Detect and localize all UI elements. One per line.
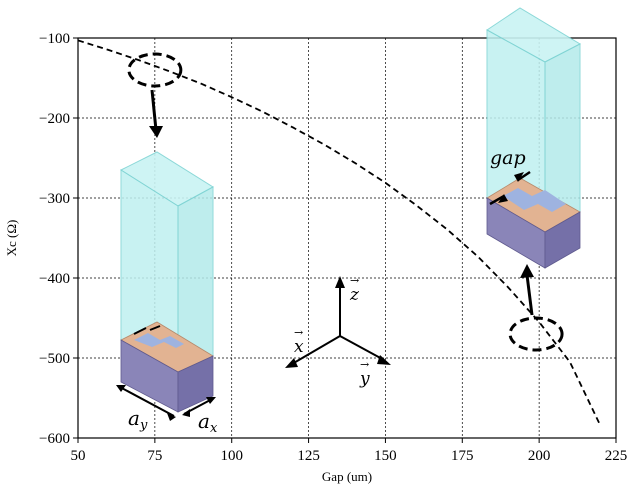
plot-frame bbox=[77, 37, 617, 439]
z-axis-arrowhead bbox=[335, 276, 345, 288]
pointer-arrow-1 bbox=[150, 89, 158, 131]
ax-arrowhead-a bbox=[182, 409, 190, 417]
y-tick-label: −300 bbox=[39, 191, 70, 207]
z-vector-arrow: → bbox=[350, 274, 359, 287]
unit-cell-large-gap bbox=[486, 7, 582, 269]
x-tick-label: 225 bbox=[605, 448, 628, 464]
x-tick-label: 150 bbox=[374, 448, 397, 464]
gap-label: gap bbox=[490, 147, 526, 169]
pointer-arrowhead-1 bbox=[149, 126, 163, 138]
pointer-arrowhead-2 bbox=[520, 264, 534, 278]
ay-arrowhead-a bbox=[116, 385, 126, 392]
axis-ticks: 50 75 100 125 150 175 200 225 −100 −200 −300 −400 −5… bbox=[39, 31, 627, 464]
ay-label: ay bbox=[128, 406, 148, 433]
y-vector-arrow: → bbox=[360, 358, 369, 371]
x-tick-label: 125 bbox=[297, 448, 320, 464]
x-tick-label: 200 bbox=[528, 448, 551, 464]
pointer-arrow-2 bbox=[525, 274, 534, 316]
unit-cell-small-gap bbox=[116, 151, 216, 421]
series-group bbox=[77, 39, 602, 427]
x-tick-label: 175 bbox=[451, 448, 474, 464]
coordinate-axes bbox=[285, 276, 391, 368]
y-axis-arrowhead bbox=[377, 355, 391, 365]
highlight-ellipse-2 bbox=[508, 316, 564, 352]
y-tick-label: −100 bbox=[39, 31, 70, 47]
x-axis-arrowhead bbox=[285, 358, 298, 368]
highlight-ellipse-1 bbox=[127, 52, 183, 88]
y-tick-label: −200 bbox=[39, 111, 70, 127]
y-tick-label: −500 bbox=[39, 351, 70, 367]
y-axis-title: Xc (Ω) bbox=[4, 220, 19, 257]
patch-gap bbox=[134, 333, 184, 348]
y-tick-label: −400 bbox=[39, 271, 70, 287]
y-axis-label: y bbox=[359, 369, 370, 389]
substrate-side bbox=[177, 355, 214, 413]
y-tick-label: −600 bbox=[39, 431, 70, 447]
x-axis-line bbox=[291, 335, 341, 365]
patch-gap bbox=[503, 188, 566, 212]
gap-arrow-small-a bbox=[133, 327, 147, 335]
x-vector-arrow: → bbox=[294, 326, 303, 339]
x-tick-label: 50 bbox=[71, 448, 86, 464]
ax-label: ax bbox=[198, 409, 218, 436]
z-axis-label: z bbox=[349, 285, 360, 305]
ax-arrowhead-b bbox=[206, 397, 216, 404]
gap-arrowhead-b bbox=[514, 172, 524, 182]
x-axis-label: x bbox=[294, 337, 304, 357]
x-tick-label: 100 bbox=[220, 448, 243, 464]
x-tick-label: 75 bbox=[147, 448, 162, 464]
gap-arrow-large-a bbox=[489, 194, 505, 206]
substrate-side bbox=[544, 211, 581, 269]
series-line-1 bbox=[77, 39, 602, 427]
x-axis-title: Gap (um) bbox=[322, 469, 372, 484]
y-axis-line bbox=[339, 335, 385, 361]
gap-arrowhead-a bbox=[498, 194, 508, 203]
ay-dimension-line bbox=[117, 385, 175, 417]
ay-arrowhead-b bbox=[167, 413, 176, 421]
gap-arrow-small-b bbox=[149, 325, 161, 331]
gap-arrow-large-b bbox=[517, 170, 531, 182]
